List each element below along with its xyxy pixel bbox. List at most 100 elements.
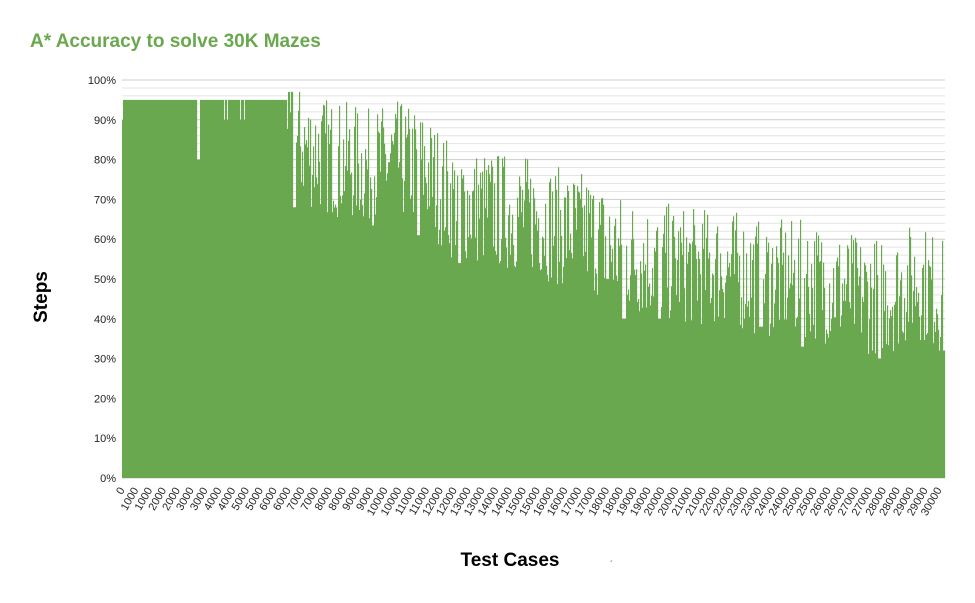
bar <box>425 177 427 478</box>
bar <box>866 272 868 478</box>
bar <box>745 303 747 478</box>
bar <box>574 185 576 478</box>
footnote-mark: ´ <box>610 560 614 571</box>
bar <box>205 99 207 479</box>
bar <box>525 158 527 478</box>
bar <box>485 208 487 478</box>
bar <box>902 331 904 478</box>
bar <box>303 185 305 478</box>
bar <box>198 159 200 478</box>
bar <box>675 258 677 478</box>
bar <box>793 272 795 478</box>
bar <box>552 191 554 478</box>
bar <box>253 99 255 479</box>
bar <box>703 248 705 478</box>
bar <box>365 149 367 479</box>
bar <box>366 160 368 478</box>
bar <box>230 99 232 479</box>
bar <box>821 242 823 478</box>
bar <box>307 147 309 479</box>
bar <box>221 99 223 479</box>
bar <box>709 252 711 478</box>
bar <box>770 323 772 478</box>
bar <box>721 276 723 478</box>
bar <box>402 178 404 479</box>
bar <box>588 190 590 479</box>
bar <box>893 351 895 478</box>
bar <box>326 100 328 478</box>
bar <box>940 336 942 478</box>
bar <box>455 245 457 478</box>
bar <box>308 117 310 479</box>
bar <box>169 99 171 479</box>
bar <box>601 198 603 478</box>
bar <box>140 99 142 479</box>
bar <box>538 218 540 479</box>
bar <box>861 332 863 478</box>
bar <box>354 126 356 479</box>
bar <box>890 310 892 478</box>
bar <box>852 263 854 478</box>
bar <box>173 99 175 479</box>
bar <box>545 203 547 478</box>
bar <box>747 306 749 478</box>
bar <box>183 99 185 479</box>
bar <box>179 99 181 479</box>
bar <box>681 242 683 478</box>
bar <box>823 262 825 478</box>
bar <box>758 221 760 479</box>
bar <box>374 176 376 478</box>
bar <box>353 195 355 478</box>
bar <box>680 227 682 478</box>
bar <box>798 238 800 478</box>
bar <box>430 127 432 478</box>
bar <box>434 134 436 478</box>
bar <box>693 208 695 478</box>
bar <box>741 297 743 478</box>
bar <box>495 251 497 478</box>
bar <box>287 128 289 478</box>
bar <box>454 170 456 478</box>
bar <box>606 279 608 478</box>
bar <box>727 251 729 478</box>
bar <box>876 240 878 478</box>
bar <box>920 339 922 478</box>
bar <box>229 99 231 479</box>
bar <box>330 129 332 479</box>
bar <box>862 297 864 478</box>
bar <box>660 318 662 478</box>
bar <box>640 261 642 478</box>
bar <box>334 207 336 478</box>
bar <box>152 99 154 479</box>
bar <box>274 99 276 479</box>
bar <box>521 212 523 478</box>
bar <box>617 280 619 478</box>
bar <box>759 326 761 478</box>
bar <box>926 334 928 478</box>
bar <box>237 99 239 479</box>
bar <box>542 236 544 478</box>
bar <box>512 214 514 478</box>
bar <box>711 297 713 478</box>
bar <box>899 296 901 478</box>
bar <box>259 99 261 479</box>
bar <box>406 137 408 478</box>
bar <box>841 315 843 478</box>
bar <box>278 99 280 479</box>
bar <box>662 247 664 478</box>
bar <box>158 99 160 479</box>
bar <box>777 257 779 478</box>
bar <box>517 197 519 478</box>
bar <box>222 99 224 479</box>
bar <box>778 263 780 478</box>
bar <box>509 204 511 478</box>
bar <box>301 182 303 478</box>
bar <box>773 327 775 478</box>
bar <box>490 181 492 478</box>
bar <box>768 242 770 478</box>
bar <box>234 99 236 479</box>
bar <box>881 245 883 478</box>
bar <box>524 200 526 478</box>
bar <box>211 99 213 479</box>
bar <box>805 337 807 478</box>
